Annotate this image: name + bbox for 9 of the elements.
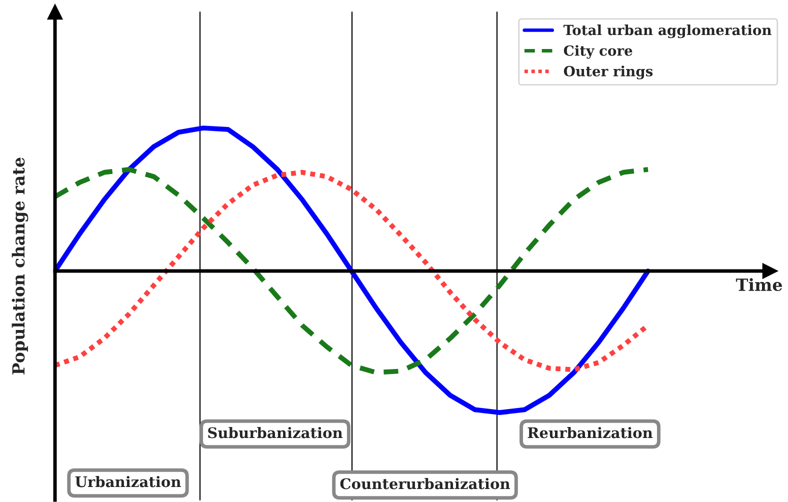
legend-label: Total urban agglomeration (564, 24, 772, 38)
x-axis-title: Time (736, 278, 782, 292)
legend-label: Outer rings (564, 66, 653, 80)
y-axis-title: Population change rate (12, 158, 28, 374)
text: Suburbanization (208, 426, 343, 438)
text: Counterurbanization (340, 478, 510, 490)
legend-label: City core (564, 45, 632, 59)
text: Urbanization (75, 476, 181, 488)
text: Reurbanization (528, 426, 653, 438)
